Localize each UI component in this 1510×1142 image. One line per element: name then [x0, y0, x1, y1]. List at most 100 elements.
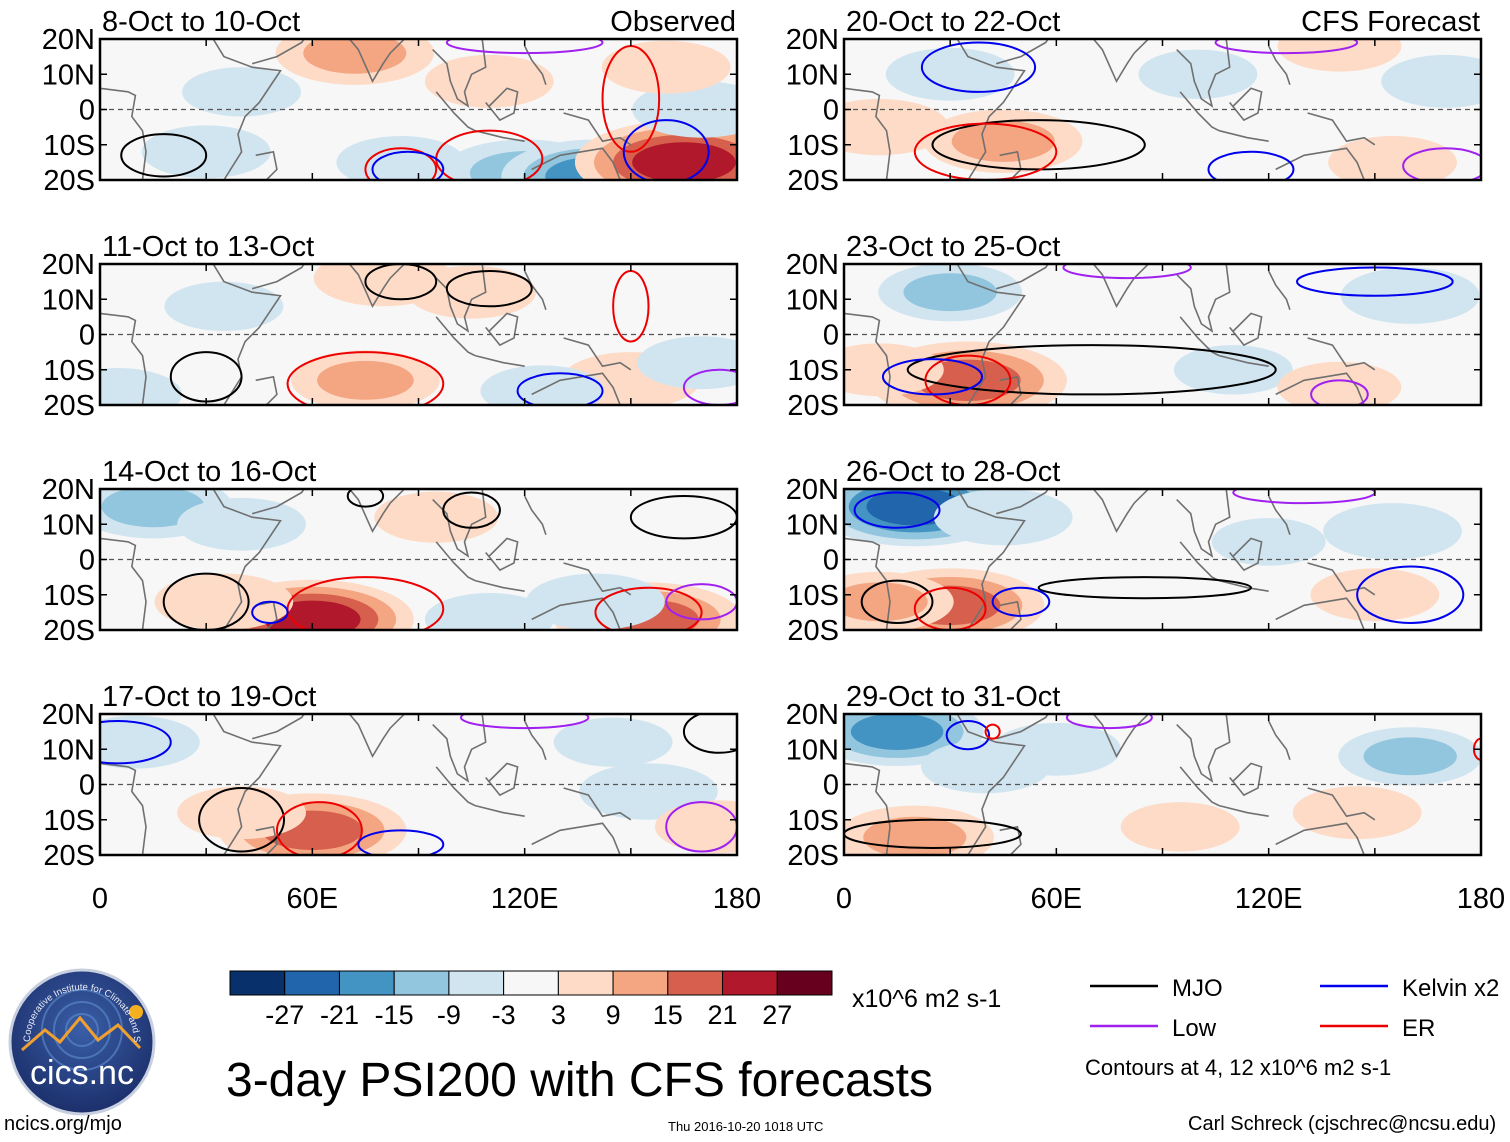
contour-kelvin-x2 — [991, 586, 1051, 617]
colorbar-tick-label: 9 — [606, 1000, 621, 1030]
legend-label: ER — [1402, 1015, 1435, 1042]
anomaly-blob — [991, 722, 1121, 776]
footer-url[interactable]: ncics.org/mjo — [4, 1113, 122, 1135]
coast-africa-east — [956, 714, 1026, 855]
coast-africa-east — [956, 264, 1026, 405]
coast-arabia — [251, 39, 306, 65]
y-tick-label: 20S — [43, 840, 95, 872]
panel-period: 11-Oct to 13-Oct — [102, 231, 314, 263]
y-tick-label: 10S — [43, 355, 95, 387]
y-tick-label: 10N — [42, 509, 95, 541]
anomaly-blob — [1211, 518, 1326, 566]
coast-india — [1092, 264, 1150, 309]
y-tick-label: 0 — [823, 770, 839, 802]
colorbar-swatch — [393, 970, 450, 996]
coast-philippines — [1267, 270, 1291, 311]
y-tick-label: 20S — [43, 390, 95, 422]
colorbar-swatch — [612, 970, 669, 996]
coast-sumatra — [435, 91, 476, 132]
coast-indochina — [1176, 39, 1231, 108]
y-tick-label: 10S — [787, 355, 839, 387]
anomaly-level — [885, 47, 1015, 101]
y-tick-label: 20S — [787, 165, 839, 197]
coast-borneo — [485, 312, 519, 347]
contour-er — [984, 723, 1001, 740]
coast-java — [1218, 579, 1269, 592]
coast-borneo — [1229, 762, 1263, 797]
anomaly-level — [1292, 786, 1422, 840]
contour-kelvin-x2 — [881, 358, 984, 396]
coast-java — [474, 804, 525, 817]
coast-madagascar — [999, 600, 1022, 630]
anomaly-level — [903, 273, 997, 312]
coast-arabia — [251, 489, 306, 515]
coast-india — [348, 39, 406, 84]
contour-mjo — [442, 491, 501, 529]
contour-mjo — [860, 579, 934, 624]
coastlines — [100, 489, 632, 630]
coast-borneo — [485, 762, 519, 797]
y-tick-label: 10N — [42, 284, 95, 316]
colorbar-swatch — [448, 970, 505, 996]
coast-indochina — [432, 39, 487, 108]
anomaly-blob — [275, 39, 435, 85]
column-label: CFS Forecast — [1301, 6, 1480, 38]
contour-low — [459, 714, 590, 730]
coast-africa-east — [212, 39, 282, 180]
colorbar-tick-label: 27 — [762, 1000, 792, 1030]
anomaly-level — [100, 367, 183, 405]
y-tick-label: 20N — [42, 474, 95, 506]
anomaly-level — [844, 582, 928, 622]
y-tick-label: 20N — [42, 24, 95, 56]
contour-kelvin-x2 — [357, 829, 445, 855]
anomaly-level — [1277, 39, 1402, 72]
y-tick-label: 20S — [43, 165, 95, 197]
coast-sumatra — [435, 766, 476, 807]
anomaly-blob — [885, 47, 1015, 101]
coast-sumatra — [1179, 91, 1220, 132]
x-tick-label: 180 — [713, 883, 761, 915]
colorbar-tick-label: 15 — [653, 1000, 683, 1030]
y-tick-label: 20S — [787, 615, 839, 647]
coast-borneo — [485, 537, 519, 572]
colorbar-swatch — [667, 970, 724, 996]
anomaly-blob — [1120, 802, 1240, 852]
coast-india — [1092, 39, 1150, 84]
colorbar-swatch — [776, 970, 833, 996]
contour-low — [1402, 147, 1481, 180]
panel-period: 8-Oct to 10-Oct — [102, 6, 300, 38]
footer-timestamp: Thu 2016-10-20 1018 UTC — [668, 1119, 824, 1134]
coast-africa-west — [844, 762, 891, 855]
coast-africa-east — [212, 489, 282, 630]
coast-australia — [531, 822, 621, 855]
colorbar-units: x10^6 m2 s-1 — [852, 985, 1001, 1013]
panel-period: 14-Oct to 16-Oct — [102, 456, 316, 488]
y-tick-label: 10N — [786, 734, 839, 766]
anomaly-level — [1363, 737, 1457, 776]
anomaly-blob — [844, 343, 944, 397]
colorbar-tick-label: -3 — [492, 1000, 516, 1030]
contour-er — [364, 147, 438, 180]
y-tick-label: 10N — [786, 59, 839, 91]
coast-australia — [531, 147, 621, 180]
anomaly-level — [951, 120, 1055, 162]
coast-philippines — [523, 495, 547, 536]
anomaly-blob — [480, 365, 605, 405]
contour-kelvin-x2 — [251, 600, 289, 624]
y-tick-label: 10S — [43, 805, 95, 837]
contour-kelvin-x2 — [1207, 150, 1295, 180]
coast-australia — [1275, 147, 1365, 180]
coast-arabia — [995, 489, 1050, 515]
y-tick-label: 20N — [42, 699, 95, 731]
coast-madagascar — [999, 375, 1022, 405]
anomaly-blob — [1292, 786, 1422, 840]
coast-africa-east — [212, 714, 282, 855]
anomaly-blob — [878, 264, 1022, 322]
y-tick-label: 0 — [823, 320, 839, 352]
anomaly-blob — [100, 715, 200, 769]
anomaly-level — [844, 98, 949, 156]
legend: MJO Kelvin x2 Low ER — [1090, 975, 1499, 1042]
anomaly-level — [303, 39, 407, 74]
